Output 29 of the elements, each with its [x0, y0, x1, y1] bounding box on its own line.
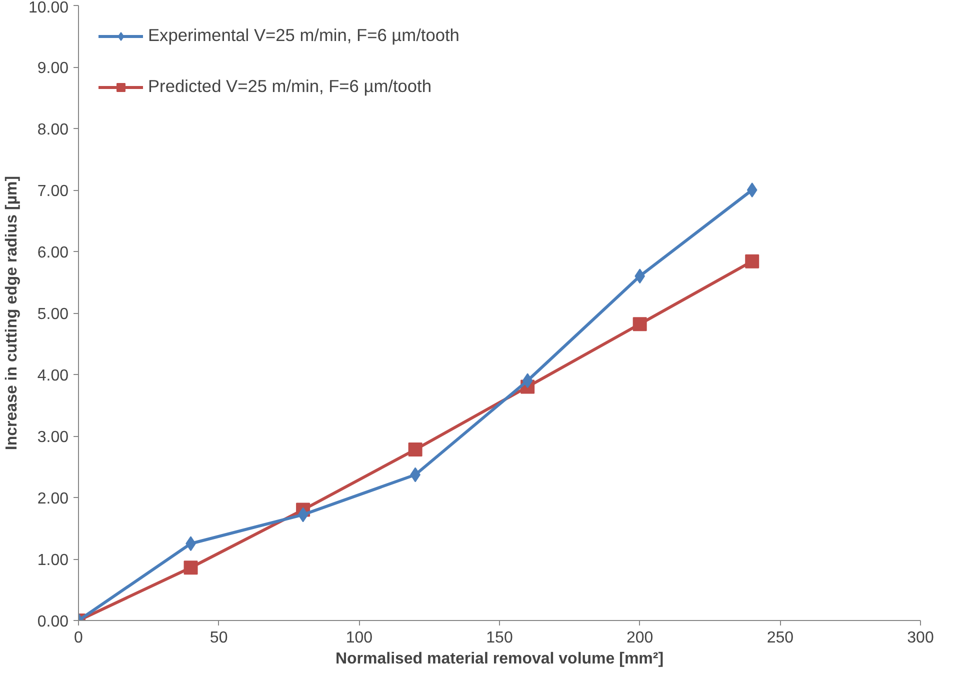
point	[298, 507, 308, 522]
x-tick-label: 50	[210, 630, 228, 646]
x-tick-label: 250	[766, 630, 794, 646]
y-tick-label: 7.00	[37, 183, 69, 200]
point	[522, 373, 533, 388]
x-tick-label: 0	[74, 630, 84, 646]
x-axis-title: Normalised material removal volume [mm²]	[335, 650, 664, 668]
y-tick-label: 3.00	[37, 429, 69, 446]
y-axis-title: Increase in cutting edge radius [µm]	[3, 176, 20, 450]
y-tick-label: 9.00	[37, 60, 69, 77]
y-tick-label: 10.00	[28, 0, 69, 16]
x-tick-label: 150	[486, 630, 513, 646]
point	[408, 442, 422, 457]
y-tick-label: 0.00	[37, 614, 69, 630]
y-tick-label: 1.00	[37, 552, 69, 569]
point	[184, 560, 198, 575]
point	[632, 317, 647, 332]
y-tick-label: 6.00	[37, 244, 69, 262]
point	[746, 182, 758, 198]
legend-label: Experimental V=25 m/min, F=6 µm/tooth	[148, 25, 460, 46]
y-tick-label: 5.00	[37, 306, 69, 323]
y-tick-label: 4.00	[37, 368, 69, 384]
legend-label: Predicted V=25 m/min, F=6 µm/tooth	[148, 76, 432, 97]
point	[745, 254, 760, 268]
x-tick-label: 200	[626, 630, 654, 646]
y-tick-label: 8.00	[37, 122, 69, 138]
x-tick-label: 300	[907, 630, 934, 646]
y-tick-label: 2.00	[37, 490, 69, 508]
x-tick-label: 100	[346, 630, 373, 646]
